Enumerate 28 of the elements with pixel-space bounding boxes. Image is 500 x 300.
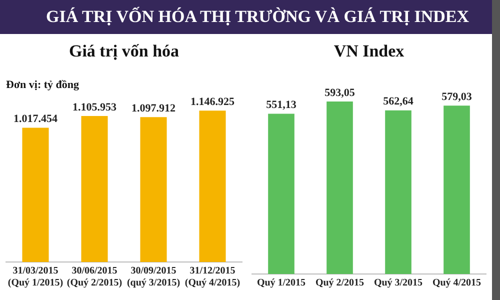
x-tick-label: Quý 1/2015 (256, 278, 306, 289)
x-tick-label: Quý 2/2015 (315, 278, 364, 289)
data-label: 593,05 (324, 86, 356, 99)
x-tick-label: Quý 3/2015 (374, 278, 423, 289)
x-tick-label: Quý 4/2015 (432, 278, 482, 289)
data-label: 1.097.912 (132, 102, 176, 114)
bar (22, 128, 49, 262)
x-tick-label: 30/06/2015 (Quý 2/2015) (66, 266, 122, 289)
bar (444, 106, 470, 274)
chart-subtitle: Đơn vị: tỷ đồng (6, 78, 80, 91)
data-label: 1.105.953 (72, 101, 117, 114)
bar (326, 102, 353, 274)
bar (268, 114, 294, 274)
bar (385, 110, 412, 274)
x-tick-label: 31/12/2015 (Quý 4/2015) (184, 266, 240, 289)
data-label: 579,03 (442, 90, 472, 103)
data-label: 1.017.454 (14, 113, 58, 126)
x-tick-label: 30/09/2015 (quý 3/2015) (126, 266, 180, 289)
bar (199, 110, 226, 262)
bar (140, 117, 167, 262)
chart-title: Giá trị vốn hóa (68, 42, 180, 61)
data-label: 562,64 (383, 96, 414, 108)
chart-title: VN Index (334, 42, 405, 61)
text: GIÁ TRỊ VỐN HÓA THỊ TRƯỜNG VÀ GIÁ TRỊ INDEX (46, 7, 470, 26)
data-label: 1.146.925 (190, 96, 235, 108)
bar (81, 116, 108, 262)
x-tick-label: 31/03/2015 (Quý 1/2015) (8, 266, 64, 289)
data-label: 551,13 (266, 99, 297, 112)
